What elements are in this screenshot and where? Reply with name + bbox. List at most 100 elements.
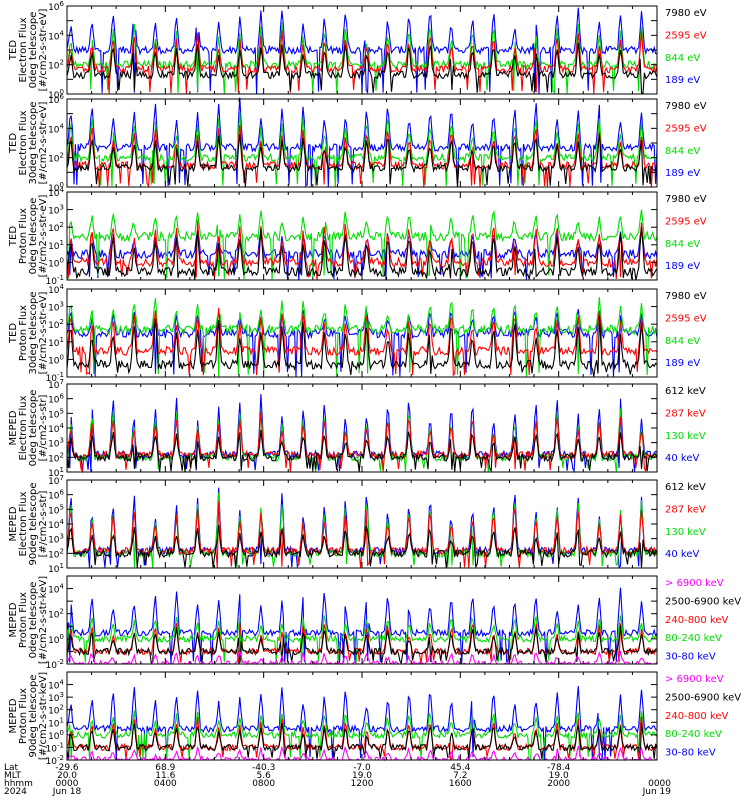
x-tick-date: Jun 18	[52, 787, 82, 797]
legend-entry: 7980 eV	[665, 291, 707, 302]
y-tick-label: 104	[48, 422, 64, 435]
y-axis-label: TEDElectron Flux0deg telescope[#/cm2-s-s…	[8, 9, 49, 92]
series-7980-ev	[66, 42, 658, 94]
legend-entry: 2595 eV	[665, 30, 707, 41]
x-tick-mlt: 5.6	[257, 771, 272, 781]
legend-entry: 612 keV	[665, 482, 706, 493]
legend-entry: 844 eV	[665, 336, 700, 347]
x-tick-mlt: 7.2	[453, 771, 467, 781]
x-tick-hhmm: 0000	[648, 779, 671, 789]
legend-entry: 189 eV	[665, 358, 700, 369]
y-tick-label: 105	[48, 407, 64, 420]
x-tick-lat: -78.4	[547, 763, 571, 773]
legend-entry: 240-800 keV	[665, 615, 729, 626]
y-tick-label: 101	[48, 466, 64, 479]
legend-entry: 844 eV	[665, 53, 700, 64]
legend-entry: 7980 eV	[665, 194, 707, 205]
y-tick-label: 102	[48, 59, 64, 72]
y-tick-label: 104	[48, 283, 64, 296]
legend-entry: 287 keV	[665, 408, 706, 419]
legend-entry: 844 eV	[665, 239, 700, 250]
legend-entry: 2595 eV	[665, 123, 707, 134]
series-80-240-kev	[66, 710, 658, 761]
series-40-kev	[66, 394, 658, 474]
series-30-80-kev	[66, 587, 658, 664]
legend-entry: 287 keV	[665, 504, 706, 515]
legend-entry: 2595 eV	[665, 313, 707, 324]
y-tick-label: 102	[48, 547, 64, 560]
y-axis-label: MEPEDElectron Flux90deg telescope[#/cm2-…	[8, 482, 49, 565]
series-612-kev	[66, 429, 658, 473]
y-tick-label: 100	[48, 353, 64, 366]
legend-entry: 30-80 keV	[665, 652, 716, 663]
y-tick-label: 103	[48, 691, 64, 704]
series-240-800-kev	[66, 622, 658, 664]
y-tick-label: 106	[48, 93, 64, 106]
y-tick-label: 104	[48, 679, 64, 692]
y-axis-label: MEPEDProton Flux0deg telescope[#/cm2-s-s…	[8, 576, 49, 664]
y-tick-label: 104	[48, 186, 64, 199]
y-tick-label: 101	[48, 716, 64, 729]
y-tick-label: 106	[48, 489, 64, 502]
series-2595-ev	[66, 30, 658, 94]
y-tick-label: 10-1	[46, 274, 64, 287]
y-tick-label: 104	[48, 122, 64, 135]
y-tick-label: 104	[48, 583, 64, 596]
y-axis-label: TEDProton Flux30deg telescope[#/cm2-s-st…	[8, 291, 49, 374]
series-2595-ev	[66, 124, 658, 189]
y-tick-label: 107	[48, 474, 64, 487]
x-tick-lat: -7.0	[353, 763, 371, 773]
y-tick-label: 104	[48, 518, 64, 531]
y-tick-label: 104	[48, 29, 64, 42]
y-tick-label: 10-2	[46, 754, 64, 767]
x-tick-lat: -29.6	[55, 763, 79, 773]
y-tick-label: 103	[48, 301, 64, 314]
series-189-ev	[66, 97, 658, 188]
series-7980-ev	[66, 134, 658, 187]
y-tick-label: 100	[48, 633, 64, 646]
legend-entry: 130 keV	[665, 431, 706, 442]
x-tick-hhmm: 0800	[252, 779, 275, 789]
y-tick-label: 103	[48, 204, 64, 217]
legend-entry: 80-240 keV	[665, 729, 722, 740]
x-tick-lat: 68.9	[155, 763, 175, 773]
series-2500-6900-kev	[66, 625, 657, 665]
series-844-ev	[66, 209, 658, 280]
series-189-ev	[66, 7, 658, 95]
y-tick-label: 102	[48, 608, 64, 621]
y-tick-label: 103	[48, 533, 64, 546]
legend-entry: > 6900 keV	[665, 578, 724, 589]
y-axis-label: MEPEDElectron Flux0deg telescope[#/cm2-s…	[8, 390, 49, 467]
x-tick-mlt: 11.6	[155, 771, 175, 781]
series-7980-ev	[66, 226, 658, 280]
y-tick-label: 10-2	[46, 658, 64, 671]
legend-entry: 2595 eV	[665, 216, 707, 227]
x-tick-hhmm: 1600	[449, 779, 472, 789]
x-row-label-mlt: MLT	[4, 771, 22, 781]
legend-entry: 7980 eV	[665, 101, 707, 112]
legend-entry: 7980 eV	[665, 8, 707, 19]
legend-entry: 240-800 keV	[665, 711, 729, 722]
x-tick-date: Jun 19	[642, 787, 672, 797]
legend-entry: 189 eV	[665, 168, 700, 179]
x-tick-lat: 45.4	[450, 763, 470, 773]
y-tick-label: 100	[48, 256, 64, 269]
legend-entry: 80-240 keV	[665, 633, 722, 644]
legend-entry: 2500-6900 keV	[665, 596, 741, 607]
y-tick-label: 102	[48, 704, 64, 717]
x-tick-hhmm: 0400	[154, 779, 177, 789]
y-tick-label: 102	[48, 451, 64, 464]
legend-entry: 30-80 keV	[665, 748, 716, 759]
legend-entry: 2500-6900 keV	[665, 692, 741, 703]
legend-entry: 844 eV	[665, 146, 700, 157]
x-tick-hhmm: 0000	[56, 779, 79, 789]
y-tick-label: 100	[48, 729, 64, 742]
x-row-label-2024: 2024	[4, 787, 27, 797]
